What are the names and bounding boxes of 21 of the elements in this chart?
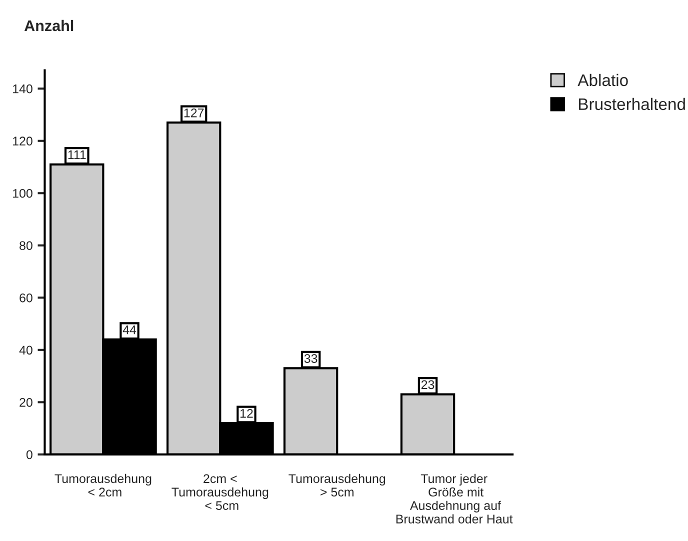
x-tick-label: Tumorausdehung > 5cm xyxy=(288,474,386,497)
y-tick-label: 20 xyxy=(20,398,32,407)
data-label: 33 xyxy=(304,354,318,363)
y-tick-label: 0 xyxy=(26,450,32,460)
y-tick-label: 120 xyxy=(13,136,32,146)
x-tick-label: 2cm < Tumorausdehung < 5cm xyxy=(172,474,268,510)
x-tick-label: Tumor jeder Größe mit Ausdehnung auf Brustwand oder Haut xyxy=(396,474,513,524)
legend-label: Brusterhaltend xyxy=(578,98,685,110)
y-axis-title: Anzahl xyxy=(24,20,74,32)
y-tick-label: 140 xyxy=(13,84,32,94)
data-label: 12 xyxy=(240,408,253,418)
legend-label: Ablatio xyxy=(578,74,628,86)
data-label: 44 xyxy=(122,325,136,334)
y-tick-label: 40 xyxy=(19,346,32,355)
data-label: 127 xyxy=(184,108,204,118)
x-tick-label: Tumorausdehung < 2cm xyxy=(54,474,152,497)
y-tick-label: 80 xyxy=(20,241,32,250)
y-tick-label: 60 xyxy=(20,293,32,302)
data-label: 23 xyxy=(421,380,434,390)
y-tick-label: 100 xyxy=(13,188,32,198)
data-label: 111 xyxy=(68,150,86,160)
